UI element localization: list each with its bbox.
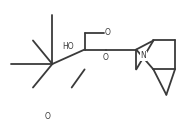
Text: O: O [45, 112, 51, 121]
Text: O: O [105, 28, 111, 37]
Text: HO: HO [62, 42, 74, 51]
Text: N: N [141, 51, 146, 60]
Text: O: O [103, 53, 109, 62]
